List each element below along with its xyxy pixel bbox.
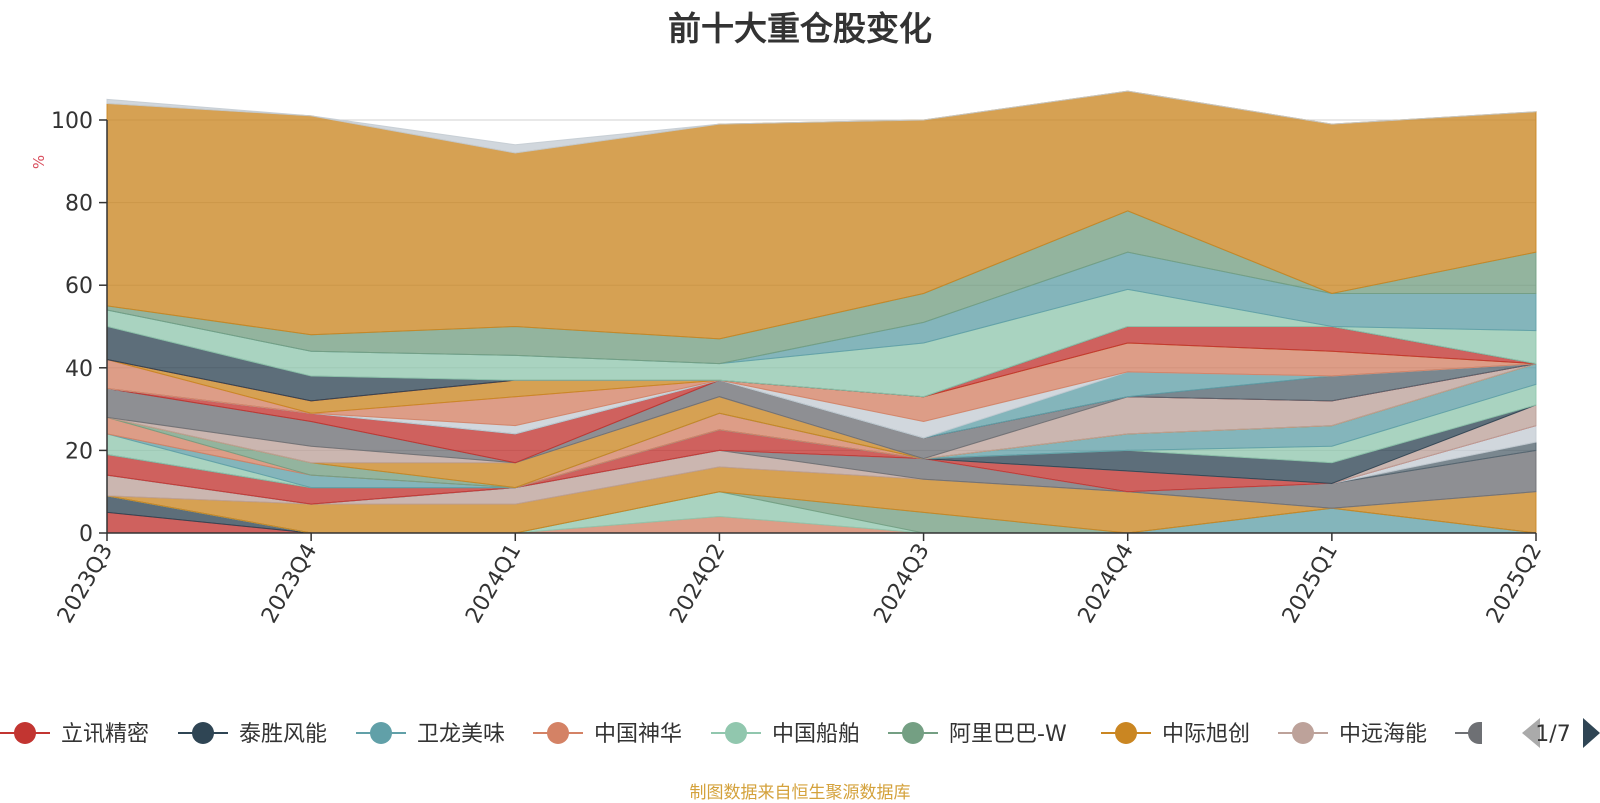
x-tick-label: 2025Q1: [1278, 540, 1343, 628]
legend-label: 中国船舶: [772, 722, 860, 747]
x-tick-label: 2024Q1: [461, 540, 526, 628]
triangle-left-icon[interactable]: [1522, 718, 1540, 748]
legend-label: 立讯精密: [61, 722, 149, 747]
x-tick-label: 2024Q3: [869, 540, 934, 628]
legend-item-partial[interactable]: [1455, 722, 1482, 744]
legend-marker: [1115, 722, 1137, 744]
y-tick-label: 80: [65, 192, 93, 217]
legend-marker: [725, 722, 747, 744]
legend-label: 中远海能: [1339, 722, 1427, 747]
x-tick-label: 2025Q2: [1482, 540, 1547, 628]
legend-label: 卫龙美味: [417, 722, 505, 747]
x-tick-label: 2024Q4: [1074, 540, 1139, 628]
legend-label: 泰胜风能: [239, 722, 327, 747]
legend-marker: [547, 722, 569, 744]
legend-item[interactable]: 中远海能: [1278, 722, 1427, 747]
y-tick-label: 40: [65, 357, 93, 382]
legend-item[interactable]: 阿里巴巴-W: [888, 722, 1067, 747]
legend-item[interactable]: 中国船舶: [711, 722, 860, 747]
series-area-33: [106, 90, 1537, 154]
x-tick-label: 2023Q4: [257, 540, 322, 628]
legend-label: 阿里巴巴-W: [949, 722, 1067, 747]
source-note: 制图数据来自恒生聚源数据库: [689, 783, 911, 803]
legend-marker-edge: [1479, 722, 1482, 744]
y-axis-label: %: [30, 155, 48, 169]
legend-label: 中际旭创: [1162, 722, 1250, 747]
legend-item[interactable]: 泰胜风能: [178, 722, 327, 747]
legend-marker: [192, 722, 214, 744]
legend-item[interactable]: 中际旭创: [1101, 722, 1250, 747]
legend-marker: [370, 722, 392, 744]
chart-title: 前十大重仓股变化: [668, 9, 932, 48]
y-tick-label: 60: [65, 274, 93, 299]
legend-marker: [902, 722, 924, 744]
legend: 立讯精密 泰胜风能 卫龙美味 中国神华 中国船舶 阿里巴巴-W 中际旭创 中远海能 1/7: [0, 718, 1600, 748]
legend-label: 中国神华: [594, 722, 682, 747]
legend-marker: [1468, 722, 1479, 744]
legend-marker: [1292, 722, 1314, 744]
triangle-right-icon[interactable]: [1583, 718, 1600, 748]
legend-page-indicator: 1/7: [1535, 722, 1570, 747]
legend-item[interactable]: 中国神华: [533, 722, 682, 747]
y-tick-label: 100: [51, 109, 93, 134]
y-tick-label: 20: [65, 439, 93, 464]
y-tick-label: 0: [79, 522, 93, 547]
area-layer: [106, 90, 1537, 534]
legend-marker: [14, 722, 36, 744]
legend-item[interactable]: 立讯精密: [0, 722, 149, 747]
legend-item[interactable]: 卫龙美味: [356, 722, 505, 747]
x-tick-label: 2024Q2: [665, 540, 730, 628]
x-tick-label: 2023Q3: [53, 540, 118, 628]
